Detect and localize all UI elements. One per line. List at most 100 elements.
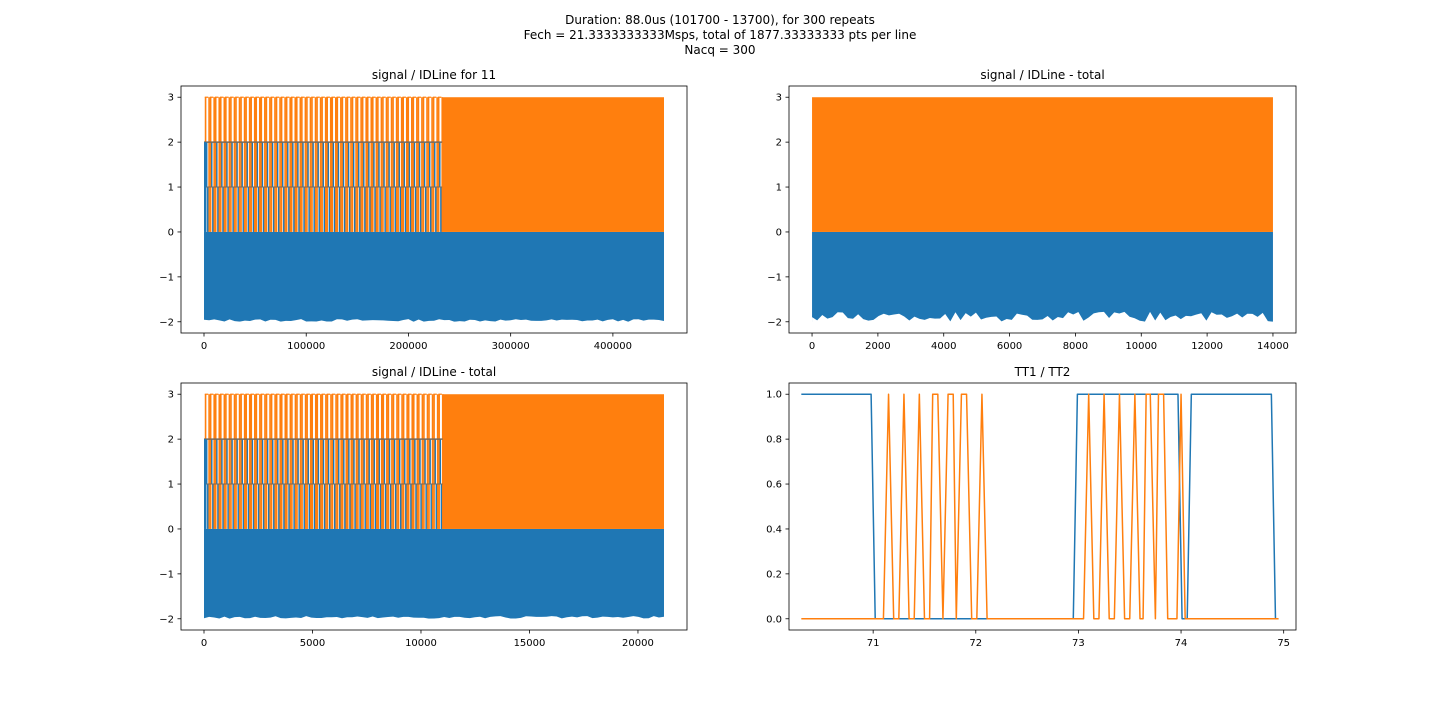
signal-mid-stripe <box>247 187 249 232</box>
signal-mid-stripe <box>293 484 295 529</box>
axes-title: signal / IDLine for 11 <box>372 68 496 82</box>
idline-pulse <box>380 97 383 232</box>
idline-pulse <box>254 394 256 529</box>
signal-upper-stripe <box>292 439 294 485</box>
idline-pulse <box>243 97 246 232</box>
idline-pulse <box>336 97 339 232</box>
signal-mid-stripe <box>328 187 331 232</box>
idline-pulse <box>375 97 378 232</box>
idline-pulse <box>314 394 317 529</box>
x-tick-label: 15000 <box>514 638 546 649</box>
signal-upper-stripe <box>348 439 350 485</box>
idline-pulse <box>233 394 236 529</box>
signal-start-edge <box>204 439 207 529</box>
axes-frame <box>788 382 1297 631</box>
signal-upper-stripe <box>266 439 269 485</box>
signal-mid-stripe <box>333 187 336 232</box>
idline-pulse <box>350 97 352 232</box>
axes-frame <box>788 85 1297 334</box>
y-tick-label: 1 <box>168 183 174 194</box>
signal-mid-stripe <box>283 187 285 232</box>
signal-mid-stripe <box>207 187 209 232</box>
signal-mid-stripe <box>262 187 265 232</box>
x-tick-label: 6000 <box>997 341 1022 352</box>
idline-pulse <box>274 97 276 232</box>
idline-pulse <box>341 97 344 232</box>
signal-upper-stripe <box>282 439 284 485</box>
idline-pulse <box>320 394 322 529</box>
idline-pulse <box>299 97 302 232</box>
idline-pulse <box>269 97 271 232</box>
idline-pulse <box>352 394 354 529</box>
idline-pulse <box>365 394 368 529</box>
idline-pulse <box>366 97 369 232</box>
idline-pulse <box>295 97 298 232</box>
signal-upper-stripe <box>317 142 319 188</box>
signal-upper-stripe <box>246 142 248 188</box>
idline-pulse <box>214 394 217 529</box>
y-tick-label: −1 <box>767 272 782 283</box>
idline-pulse <box>397 97 399 232</box>
signal-lower-noise <box>812 311 1273 333</box>
idline-pulse <box>321 97 323 232</box>
idline-pulse <box>426 394 429 529</box>
plot-area <box>812 97 1273 333</box>
signal-upper-stripe <box>226 439 228 485</box>
signal-upper-stripe <box>418 142 421 188</box>
x-tick-label: 300000 <box>492 341 530 352</box>
signal-upper-stripe <box>327 439 330 485</box>
signal-upper-stripe <box>434 142 436 188</box>
signal-mid-stripe <box>227 187 229 232</box>
idline-pulse <box>355 97 357 232</box>
signal-mid-stripe <box>338 187 341 232</box>
signal-upper-stripe <box>373 439 376 485</box>
idline-pulse <box>362 394 364 529</box>
idline-pulse <box>345 394 348 529</box>
signal-mid-stripe <box>379 484 382 529</box>
signal-mid-stripe <box>409 187 412 232</box>
idline-pulse <box>240 394 242 529</box>
signal-upper-stripe <box>251 142 254 188</box>
idline-pulse <box>250 394 253 529</box>
signal-upper-stripe <box>297 142 299 188</box>
idline-pulse <box>385 97 388 232</box>
idline-pulse <box>433 394 435 529</box>
signal-upper-stripe <box>332 439 335 485</box>
signal-upper-stripe <box>211 142 213 188</box>
idline-pulse <box>285 97 288 232</box>
signal-upper-stripe <box>312 142 314 188</box>
signal-mid-stripe <box>252 187 255 232</box>
signal-upper-stripe <box>271 142 274 188</box>
idline-pulse <box>407 97 410 232</box>
idline-pulse <box>209 394 212 529</box>
idline-pulse <box>316 394 319 529</box>
signal-upper-stripe <box>393 142 395 188</box>
signal-upper-stripe <box>322 142 324 188</box>
idline-pulse <box>294 394 297 529</box>
x-tick-label: 8000 <box>1063 341 1088 352</box>
signal-mid-stripe <box>227 484 229 529</box>
idline-pulse <box>290 97 293 232</box>
idline-pulse <box>382 394 385 529</box>
idline-pulse <box>219 394 222 529</box>
idline-pulse <box>367 394 369 529</box>
idline-pulse <box>422 97 425 232</box>
signal-upper-stripe <box>338 439 340 485</box>
plot-area <box>801 393 1279 620</box>
idline-pulse <box>390 97 393 232</box>
idline-pulse <box>214 97 217 232</box>
idline-pulse <box>421 394 424 529</box>
idline-pulse <box>365 97 368 232</box>
idline-pulse <box>416 394 419 529</box>
signal-mid-stripe <box>399 187 402 232</box>
subplot-signal-idline-for-11: 0 100000 200000 300000 400000 −2 −1 0 1 2 3 signal … <box>159 68 688 352</box>
y-tick-label: 2 <box>168 435 174 446</box>
signal-upper-stripe <box>307 439 309 485</box>
signal-mid-stripe <box>232 484 234 529</box>
signal-mid-stripe <box>354 484 356 529</box>
suptitle-line-1: Duration: 88.0us (101700 - 13700), for 3… <box>565 13 875 27</box>
axes-title: TT1 / TT2 <box>1014 365 1071 379</box>
idline-pulse <box>400 97 403 232</box>
idline-pulse <box>427 97 430 232</box>
